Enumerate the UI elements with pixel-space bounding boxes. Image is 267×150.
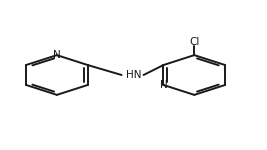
Text: Cl: Cl xyxy=(189,37,199,47)
Text: HN: HN xyxy=(126,70,141,80)
Text: N: N xyxy=(53,50,61,60)
Text: N: N xyxy=(159,80,167,90)
